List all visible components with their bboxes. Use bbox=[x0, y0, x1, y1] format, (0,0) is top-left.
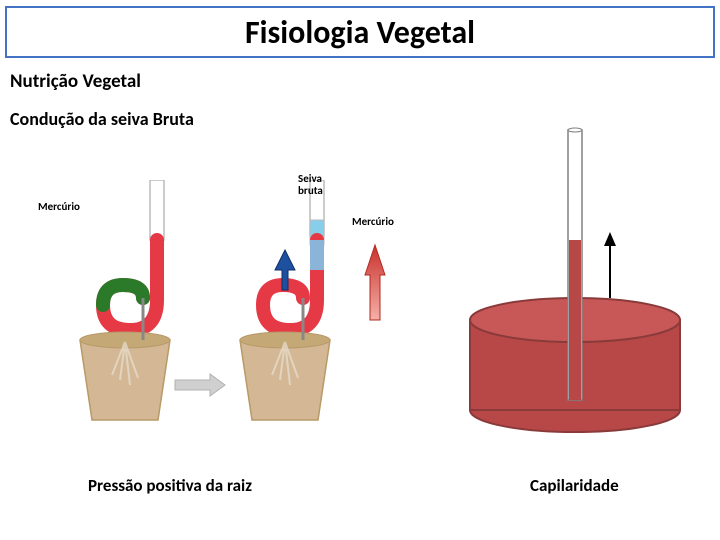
page-title: Fisiologia Vegetal bbox=[245, 13, 475, 52]
subtitle-conduction: Condução da seiva Bruta bbox=[10, 108, 194, 130]
label-mercurio-1: Mercúrio bbox=[38, 200, 80, 213]
experiment-left-svg bbox=[30, 180, 210, 440]
label-bruta: bruta bbox=[298, 184, 323, 197]
transition-arrow bbox=[170, 370, 230, 400]
caption-capillarity: Capilaridade bbox=[530, 475, 619, 496]
subtitle-nutrition: Nutrição Vegetal bbox=[10, 70, 141, 93]
label-mercurio-2: Mercúrio bbox=[352, 215, 394, 228]
caption-pressure: Pressão positiva da raiz bbox=[88, 475, 252, 496]
diagram-area: Mercúrio Seiva bruta Mercúrio bbox=[0, 160, 720, 460]
title-banner: Fisiologia Vegetal bbox=[5, 6, 715, 58]
capillary-svg bbox=[450, 120, 700, 450]
